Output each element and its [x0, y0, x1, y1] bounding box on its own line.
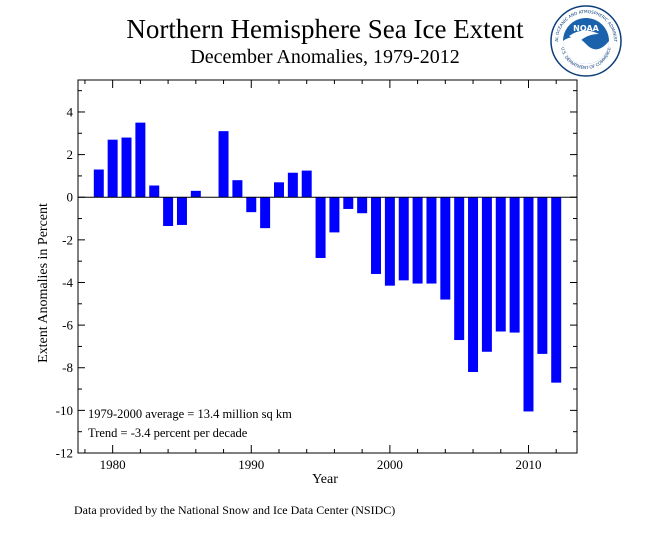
bar-1988	[218, 131, 229, 198]
bar-1997	[343, 197, 354, 209]
y-tick-label: -4	[62, 275, 73, 290]
bar-2004	[440, 197, 451, 300]
bar-1983	[149, 185, 160, 198]
bar-1985	[176, 197, 187, 225]
bar-2001	[398, 197, 409, 281]
bar-1996	[329, 197, 340, 233]
bar-2000	[384, 197, 395, 286]
bar-1992	[274, 182, 284, 198]
annotation-average: 1979-2000 average = 13.4 million sq km	[88, 407, 292, 421]
y-axis-label: Extent Anomalies in Percent	[36, 203, 51, 363]
annotation-trend: Trend = -3.4 percent per decade	[88, 426, 248, 440]
chart-title: Northern Hemisphere Sea Ice Extent	[126, 14, 524, 44]
bar-2009	[509, 197, 520, 333]
logo-text: NOAA	[573, 24, 599, 33]
bar-1986	[190, 190, 201, 198]
bar-2010	[523, 197, 534, 412]
chart-subtitle: December Anomalies, 1979-2012	[190, 46, 460, 68]
bar-1989	[232, 180, 243, 198]
bar-2003	[426, 197, 437, 284]
x-tick-label: 2010	[515, 457, 541, 472]
bar-2012	[551, 197, 562, 383]
y-tick-label: -2	[62, 232, 73, 247]
axes-group: 4 2 0 -2 -4 -6 -8 -10 -12 1980 1990 2000 2010	[56, 79, 578, 472]
bar-2007	[481, 197, 492, 352]
bar-1980	[107, 139, 118, 198]
y-tick-label: -12	[56, 446, 73, 461]
y-tick-label: -10	[56, 403, 73, 418]
bar-1981	[121, 137, 132, 198]
bar-1998	[357, 197, 368, 214]
bar-2005	[454, 197, 465, 341]
plot-frame	[77, 79, 578, 454]
x-axis-label: Year	[312, 472, 338, 487]
bar-1995	[315, 197, 326, 258]
y-tick-label: 2	[67, 147, 74, 162]
bar-1984	[163, 197, 174, 226]
bar-1990	[246, 197, 257, 213]
x-tick-label: 1980	[100, 457, 126, 472]
y-tick-label: 0	[67, 190, 74, 205]
bar-1993	[287, 172, 298, 198]
y-tick-label: -6	[62, 318, 73, 333]
y-tick-label: 4	[67, 104, 74, 119]
bar-1991	[260, 197, 271, 229]
bar-2002	[412, 197, 423, 284]
bar-2008	[495, 197, 506, 332]
x-tick-label: 1990	[238, 457, 264, 472]
bar-1999	[371, 197, 381, 274]
x-tick-label: 2000	[377, 457, 403, 472]
bar-1982	[135, 122, 146, 198]
bar-2006	[468, 197, 479, 373]
data-credit: Data provided by the National Snow and I…	[74, 503, 396, 517]
noaa-logo-icon: NATIONAL OCEANIC AND ATMOSPHERIC ADMINIS…	[549, 4, 622, 77]
y-tick-label: -8	[62, 360, 73, 375]
bar-1994	[301, 170, 312, 198]
bar-1979	[93, 169, 104, 198]
bar-2011	[537, 197, 548, 354]
bars-group	[93, 122, 562, 412]
